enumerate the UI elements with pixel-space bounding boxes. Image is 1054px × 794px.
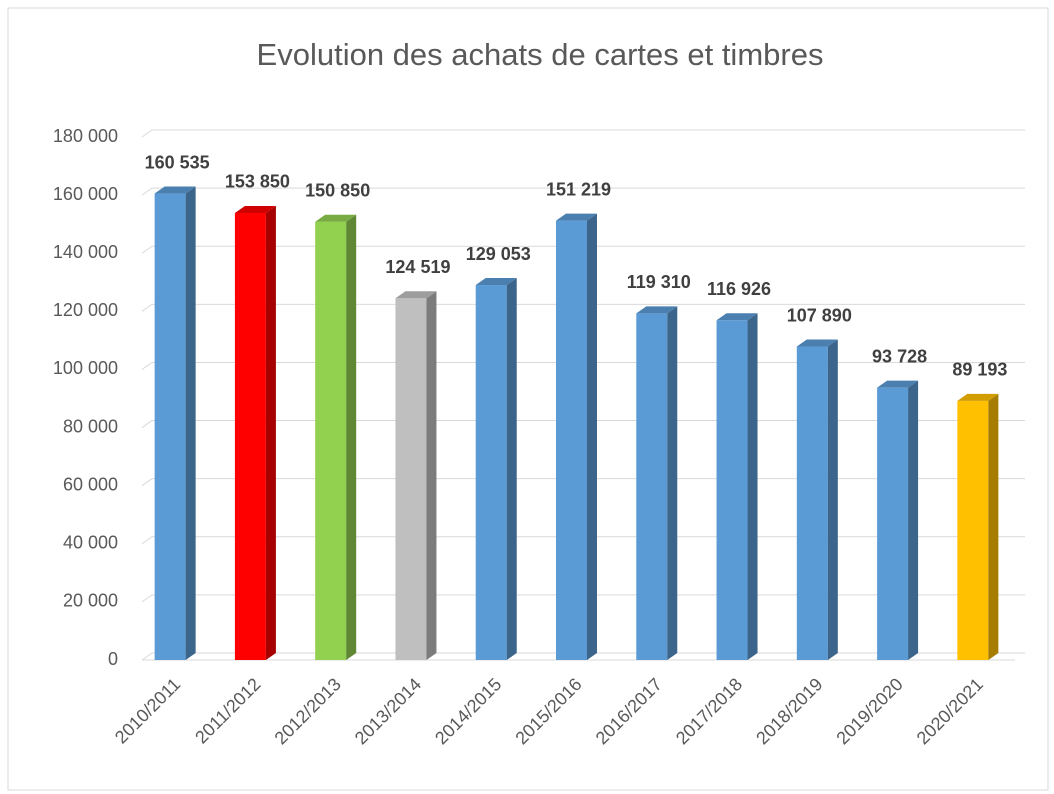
value-label: 129 053: [466, 244, 531, 264]
value-label: 153 850: [225, 172, 290, 192]
bar-side: [265, 205, 276, 660]
bar: [315, 221, 347, 660]
y-tick-label: 20 000: [63, 591, 118, 611]
bar: [716, 320, 748, 660]
value-label: 160 535: [145, 152, 210, 172]
y-tick-label: 40 000: [63, 533, 118, 553]
bar-top: [395, 291, 437, 299]
y-tick-label: 120 000: [53, 300, 118, 320]
bar-top: [636, 306, 678, 314]
bar: [234, 212, 266, 660]
value-label: 93 728: [872, 346, 927, 366]
bar-side: [747, 313, 758, 660]
grid-line: [141, 245, 1025, 254]
bar: [636, 313, 668, 660]
y-tick-label: 60 000: [63, 474, 118, 494]
bar-top: [877, 380, 919, 388]
bar-top: [315, 214, 357, 222]
bar-top: [154, 186, 196, 194]
chart-title: Evolution des achats de cartes et timbre…: [257, 37, 824, 72]
value-label: 89 193: [952, 360, 1007, 380]
bar: [556, 220, 587, 660]
value-label: 119 310: [627, 272, 691, 292]
bar: [796, 346, 828, 660]
y-tick-label: 80 000: [63, 416, 118, 436]
y-tick-label: 100 000: [53, 358, 118, 378]
bar-side: [346, 214, 357, 660]
bar-top: [475, 278, 517, 286]
y-tick-label: 140 000: [53, 242, 118, 262]
value-label: 150 850: [305, 180, 370, 200]
value-label: 124 519: [385, 257, 450, 277]
bar-side: [908, 380, 919, 660]
value-label: 107 890: [787, 305, 852, 325]
bar-top: [556, 213, 597, 221]
value-label: 116 926: [707, 279, 771, 299]
y-tick-label: 160 000: [53, 184, 118, 204]
bar-side: [506, 278, 517, 660]
y-tick-label: 180 000: [53, 126, 118, 146]
bar: [395, 298, 427, 660]
bar-side: [827, 339, 838, 660]
grid-line: [141, 303, 1025, 312]
bar-top: [716, 313, 758, 321]
bar-side: [587, 213, 597, 660]
bar-side: [988, 393, 999, 660]
bar-top: [234, 205, 276, 213]
bar-top: [957, 393, 999, 401]
bar-side: [667, 306, 678, 660]
y-tick-label: 0: [108, 649, 118, 669]
value-label: 151 219: [546, 179, 611, 199]
bar: [957, 400, 989, 660]
bar-top: [796, 339, 838, 347]
bar: [475, 285, 507, 660]
grid-line: [141, 129, 1025, 138]
bar-side: [185, 186, 196, 660]
bar-side: [426, 291, 437, 660]
bar: [154, 193, 186, 660]
bar: [877, 387, 909, 660]
grid-line: [141, 187, 1025, 196]
